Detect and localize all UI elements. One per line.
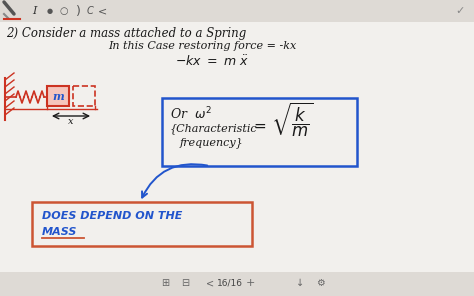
Text: ⊞: ⊞ [161, 278, 169, 288]
Text: I: I [32, 6, 36, 16]
Text: ↓: ↓ [296, 278, 304, 288]
Text: MASS: MASS [42, 227, 77, 237]
Text: <: < [206, 278, 214, 288]
Text: ⚙: ⚙ [316, 278, 324, 288]
Bar [162, 98, 357, 166]
Text: +: + [246, 278, 255, 288]
Text: <: < [99, 6, 108, 16]
Text: C: C [87, 6, 93, 16]
Text: ○: ○ [60, 6, 68, 16]
Bar [0, 272, 474, 296]
Text: 16/16: 16/16 [217, 279, 243, 287]
Text: frequency}: frequency} [180, 138, 244, 148]
Text: ⊟: ⊟ [181, 278, 189, 288]
Text: Or  $\omega^2$: Or $\omega^2$ [170, 106, 212, 122]
Text: In this Case restoring force = -kx: In this Case restoring force = -kx [108, 41, 296, 51]
Text: =: = [254, 118, 266, 133]
Bar [47, 86, 69, 106]
Bar [73, 86, 95, 106]
Bar [0, 0, 474, 22]
Text: 2) Consider a mass attached to a Spring: 2) Consider a mass attached to a Spring [6, 27, 246, 39]
Text: DOES DEPEND ON THE: DOES DEPEND ON THE [42, 211, 182, 221]
Text: {Characteristic: {Characteristic [170, 124, 258, 134]
Text: $-kx\ =\ m\ \ddot{x}$: $-kx\ =\ m\ \ddot{x}$ [175, 55, 249, 69]
Text: $\sqrt{\dfrac{k}{m}}$: $\sqrt{\dfrac{k}{m}}$ [271, 101, 313, 139]
Text: x: x [68, 118, 74, 126]
Text: ✓: ✓ [456, 6, 465, 16]
Text: m: m [52, 91, 64, 102]
Bar [32, 202, 252, 246]
Text: ): ) [75, 4, 81, 17]
Text: ●: ● [47, 8, 53, 14]
